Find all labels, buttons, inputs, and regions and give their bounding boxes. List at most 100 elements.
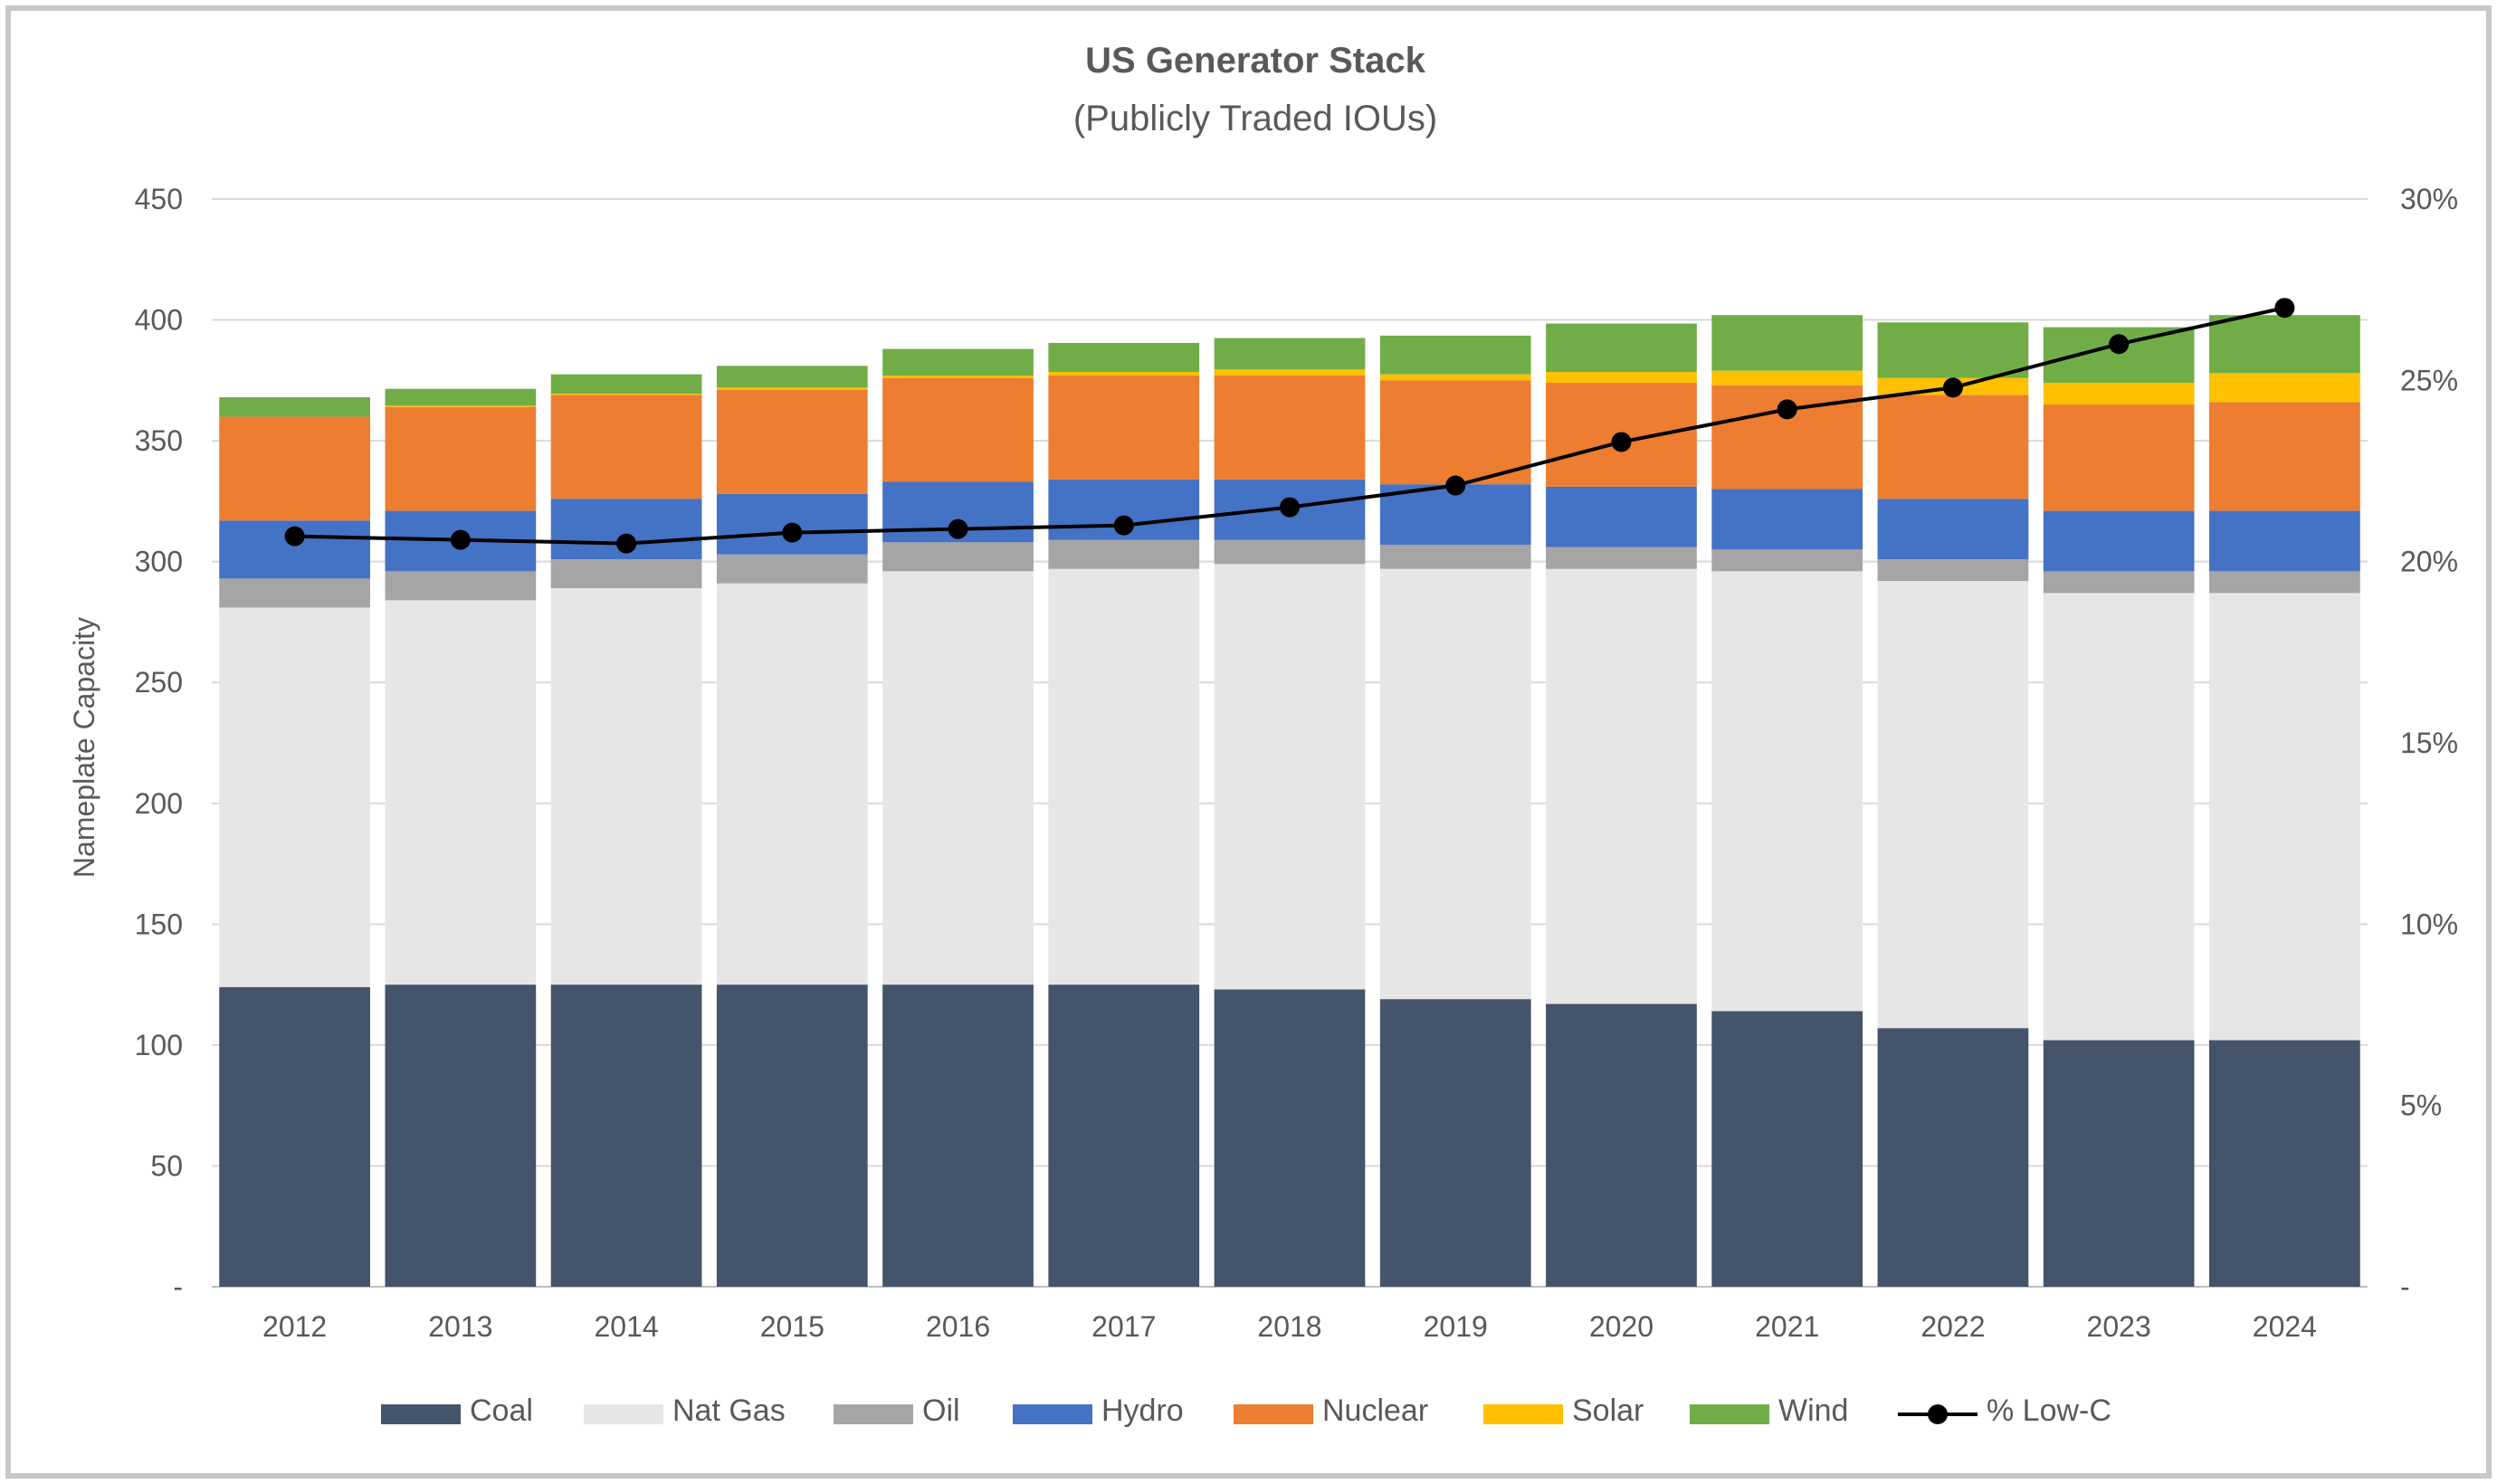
y-tick-label: 50 — [150, 1149, 183, 1182]
x-tick-label: 2021 — [1755, 1310, 1819, 1343]
x-tick-label: 2018 — [1257, 1310, 1321, 1343]
bar-nat-gas-2022 — [1877, 581, 2029, 1029]
legend-swatch-nat-gas — [584, 1404, 663, 1424]
bar-nat-gas-2020 — [1546, 568, 1697, 1004]
bar-coal-2022 — [1877, 1028, 2029, 1287]
bar-nat-gas-2018 — [1214, 564, 1366, 990]
bar-coal-2020 — [1546, 1004, 1697, 1287]
bar-coal-2016 — [882, 985, 1034, 1287]
bar-nuclear-2023 — [2043, 404, 2195, 511]
bar-nuclear-2015 — [716, 390, 868, 494]
y-tick-label: 450 — [135, 183, 183, 215]
bar-nat-gas-2023 — [2043, 593, 2195, 1041]
bar-nuclear-2024 — [2209, 402, 2360, 511]
y2-tick-label: 25% — [2400, 364, 2458, 396]
y2-tick-label: - — [2400, 1270, 2410, 1303]
legend-swatch-wind — [1690, 1404, 1769, 1424]
bar-hydro-2024 — [2209, 510, 2360, 572]
legend-swatch-nuclear — [1234, 1404, 1313, 1424]
line-low-c-point-2012 — [284, 526, 305, 547]
legend-label-low-c: % Low-C — [1987, 1394, 2111, 1428]
bar-coal-2021 — [1711, 1011, 1863, 1287]
x-tick-label: 2017 — [1091, 1310, 1156, 1343]
bar-coal-2018 — [1214, 989, 1366, 1287]
bar-wind-2016 — [882, 348, 1034, 376]
line-low-c-point-2019 — [1445, 475, 1466, 496]
y-tick-label: 400 — [135, 304, 183, 337]
chart-title: US Generator Stack — [1085, 41, 1425, 81]
x-tick-label: 2014 — [594, 1310, 658, 1343]
y2-axis-ticks: - 5% 10% 15% 20% 25% 30% — [2400, 183, 2458, 1303]
y-tick-label: - — [173, 1270, 183, 1303]
legend-swatch-solar — [1483, 1404, 1563, 1424]
bar-oil-2024 — [2209, 571, 2360, 594]
y2-tick-label: 10% — [2400, 908, 2458, 940]
bar-solar-2016 — [882, 375, 1034, 378]
bar-solar-2020 — [1546, 371, 1697, 384]
bar-solar-2014 — [550, 394, 702, 395]
bar-solar-2019 — [1379, 374, 1531, 381]
bar-nat-gas-2015 — [716, 583, 868, 985]
bar-wind-2022 — [1877, 322, 2029, 378]
y2-tick-label: 5% — [2400, 1089, 2442, 1122]
bar-solar-2024 — [2209, 373, 2360, 403]
bar-nat-gas-2024 — [2209, 593, 2360, 1041]
bar-wind-2018 — [1214, 338, 1366, 370]
bar-nat-gas-2021 — [1711, 571, 1863, 1012]
bar-oil-2020 — [1546, 547, 1697, 569]
bar-coal-2023 — [2043, 1040, 2195, 1287]
bar-oil-2016 — [882, 542, 1034, 572]
bar-oil-2023 — [2043, 571, 2195, 594]
chart-subtitle: (Publicly Traded IOUs) — [1073, 99, 1437, 138]
bar-wind-2014 — [550, 374, 702, 395]
bar-wind-2020 — [1546, 323, 1697, 372]
legend-label-nat-gas: Nat Gas — [672, 1394, 786, 1428]
bar-nat-gas-2019 — [1379, 568, 1531, 1000]
line-low-c-point-2024 — [2274, 298, 2295, 319]
y2-tick-label: 30% — [2400, 183, 2458, 215]
y-axis-label: Nameplate Capacity — [68, 617, 100, 878]
bar-wind-2024 — [2209, 315, 2360, 374]
line-low-c-point-2016 — [948, 518, 968, 539]
x-tick-label: 2012 — [262, 1310, 327, 1343]
bar-coal-2012 — [219, 986, 370, 1287]
bar-wind-2019 — [1379, 335, 1531, 375]
chart-frame: US Generator Stack (Publicly Traded IOUs… — [5, 5, 2492, 1479]
x-axis-ticks: 2012 2013 2014 2015 2016 2017 2018 2019 2020 2021… — [262, 1310, 2317, 1343]
bar-wind-2017 — [1048, 342, 1200, 372]
legend-swatch-hydro — [1013, 1404, 1092, 1424]
bar-solar-2018 — [1214, 369, 1366, 376]
bar-solar-2023 — [2043, 383, 2195, 405]
bar-nuclear-2013 — [385, 406, 537, 511]
x-tick-label: 2013 — [428, 1310, 492, 1343]
legend-swatch-oil — [834, 1404, 913, 1424]
bar-nuclear-2019 — [1379, 380, 1531, 485]
x-tick-label: 2020 — [1589, 1310, 1654, 1343]
line-low-c-point-2015 — [782, 522, 803, 543]
bar-nat-gas-2012 — [219, 607, 370, 987]
bar-hydro-2021 — [1711, 489, 1863, 550]
legend-marker-low-c — [1928, 1404, 1948, 1424]
bar-solar-2013 — [385, 405, 537, 407]
bar-nat-gas-2014 — [550, 588, 702, 985]
bar-oil-2012 — [219, 578, 370, 608]
y-tick-label: 200 — [135, 787, 183, 820]
bar-nuclear-2018 — [1214, 375, 1366, 480]
bar-coal-2015 — [716, 985, 868, 1287]
line-low-c-point-2014 — [616, 533, 637, 554]
bar-wind-2015 — [716, 366, 868, 388]
chart-canvas: US Generator Stack (Publicly Traded IOUs… — [68, 41, 2458, 1428]
bar-nat-gas-2017 — [1048, 568, 1200, 985]
y-tick-label: 100 — [135, 1029, 183, 1061]
bar-coal-2013 — [385, 985, 537, 1287]
bar-coal-2024 — [2209, 1040, 2360, 1287]
line-low-c-point-2013 — [450, 529, 471, 550]
legend-label-oil: Oil — [922, 1394, 960, 1428]
x-tick-label: 2015 — [760, 1310, 824, 1343]
bar-nuclear-2014 — [550, 395, 702, 499]
bar-oil-2017 — [1048, 539, 1200, 569]
bar-coal-2017 — [1048, 985, 1200, 1287]
bar-nuclear-2017 — [1048, 375, 1200, 480]
bar-stacks — [219, 315, 2360, 1287]
legend-label-solar: Solar — [1572, 1394, 1644, 1428]
